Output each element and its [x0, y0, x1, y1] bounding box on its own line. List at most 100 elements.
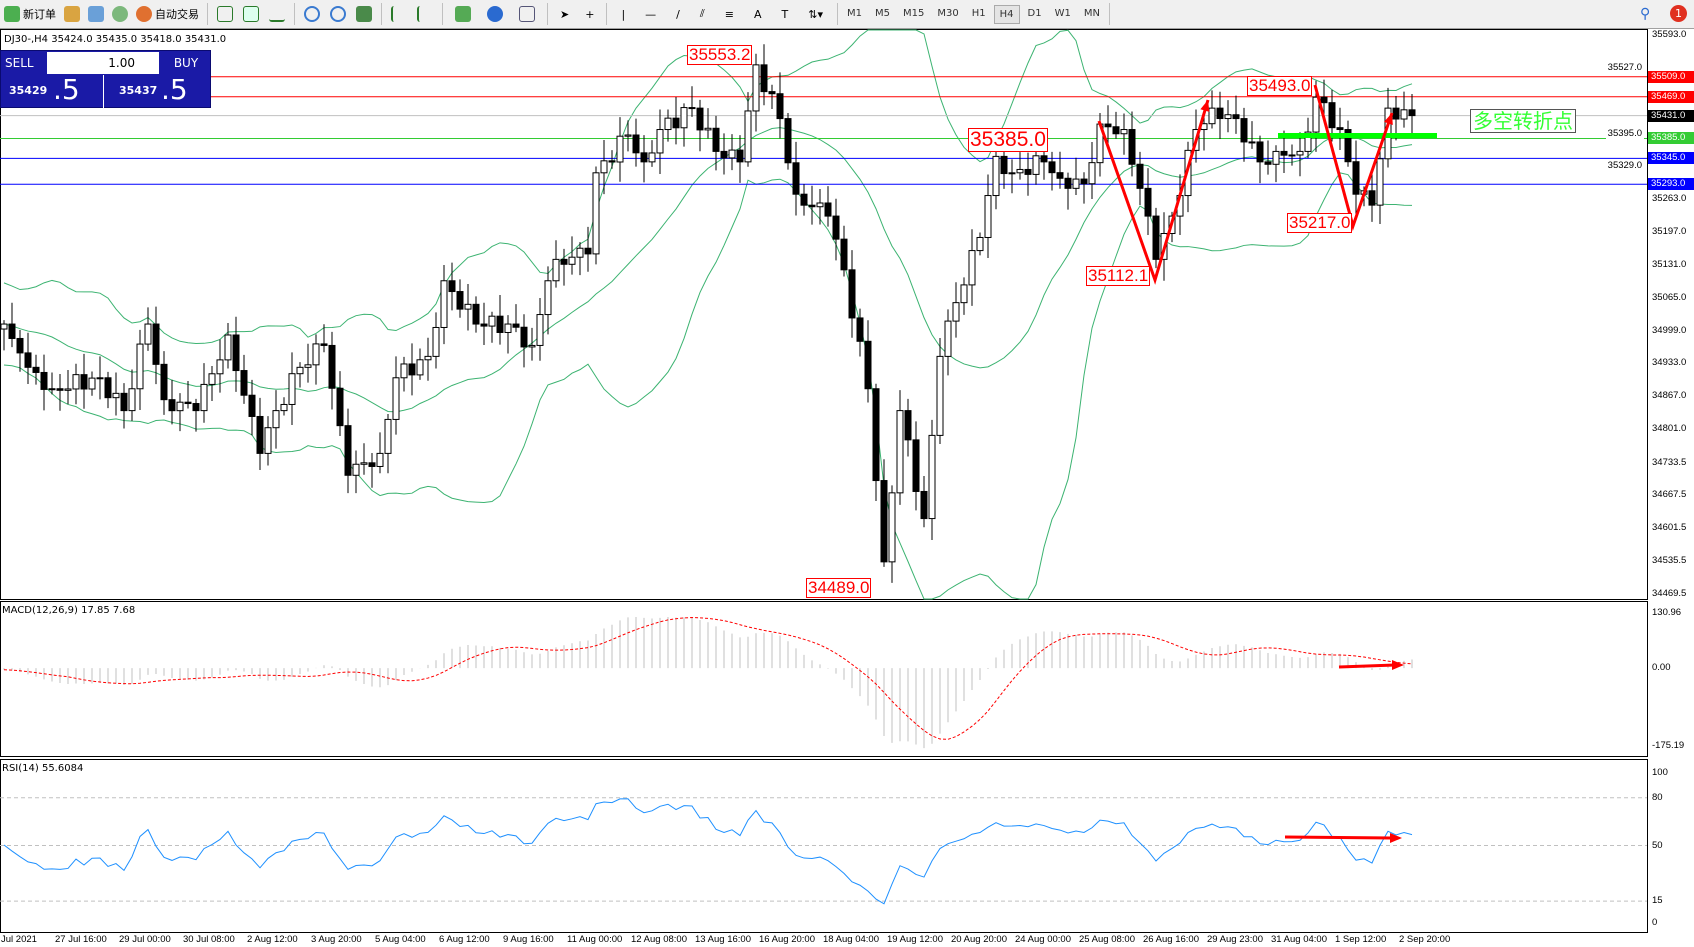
price-level-tag: 35431.0 — [1648, 109, 1694, 122]
price-chart[interactable] — [0, 29, 1694, 947]
price-axis-label: 35329.0 — [1605, 160, 1644, 173]
crosshair-icon[interactable]: + — [585, 7, 595, 21]
cursor-icon[interactable]: ➤ — [560, 7, 570, 21]
arrows-icon[interactable]: ⇅▾ — [808, 7, 824, 21]
candlestick-icon[interactable] — [243, 6, 259, 22]
annotation-pivot[interactable]: 35385.0 — [968, 128, 1048, 152]
candle-body — [312, 343, 320, 366]
trend-arrow — [1313, 84, 1394, 232]
chart-shift-icon[interactable] — [417, 6, 433, 22]
text-label-icon[interactable]: T — [781, 7, 789, 21]
timeframe-d1[interactable]: D1 — [1027, 7, 1042, 19]
zoom-out-icon[interactable] — [330, 6, 346, 22]
time-axis-label: 12 Aug 08:00 — [631, 934, 687, 945]
macd-axis-label: 0.00 — [1652, 662, 1671, 674]
candle-body — [200, 383, 208, 412]
candle-body — [384, 418, 392, 454]
candle-body — [344, 425, 352, 476]
signals-icon[interactable] — [112, 6, 128, 22]
time-axis-label: 1 Sep 12:00 — [1335, 934, 1387, 945]
market-watch-icon[interactable] — [88, 6, 104, 22]
candle-body — [656, 129, 664, 154]
zoom-in-icon[interactable] — [304, 6, 320, 22]
candle-body — [40, 371, 48, 390]
candle-body — [1064, 177, 1072, 189]
new-order-button[interactable]: 新订单 — [0, 2, 60, 26]
candle-body — [1136, 163, 1144, 189]
channel-icon[interactable]: ⫽ — [699, 7, 705, 20]
candle-body — [816, 202, 824, 208]
candle-body — [848, 269, 856, 319]
annotation-low-2[interactable]: 35112.1 — [1086, 266, 1151, 286]
candle-body — [480, 323, 488, 327]
candle-body — [472, 303, 480, 325]
candle-body — [1312, 96, 1320, 133]
search-icon[interactable]: ⚲ — [1640, 6, 1651, 22]
candle-body — [520, 326, 528, 348]
candle-body — [728, 149, 736, 159]
vertical-line-icon[interactable]: | — [621, 7, 626, 21]
text-icon[interactable]: A — [754, 7, 762, 21]
time-axis-label: 9 Aug 16:00 — [503, 934, 554, 945]
fibonacci-icon[interactable]: ≡ — [724, 7, 734, 21]
templates-icon[interactable] — [519, 6, 535, 22]
candle-body — [768, 91, 776, 95]
candle-body — [240, 370, 248, 396]
macd-signal-line — [3, 617, 1413, 740]
candle-body — [296, 366, 304, 375]
time-axis-label: 13 Aug 16:00 — [695, 934, 751, 945]
candle-body — [992, 155, 1000, 197]
periods-icon[interactable] — [487, 6, 503, 22]
horizontal-line-icon[interactable]: — — [645, 7, 657, 21]
auto-trading-button[interactable]: 自动交易 — [132, 2, 203, 26]
candle-body — [984, 195, 992, 238]
annotation-high-2[interactable]: 35493.0 — [1247, 76, 1313, 96]
tile-windows-icon[interactable] — [356, 6, 372, 22]
annotation-low-3[interactable]: 35217.0 — [1287, 213, 1353, 233]
experts-icon[interactable] — [64, 6, 80, 22]
price-axis-label: 35197.0 — [1652, 226, 1687, 237]
bollinger-lower — [3, 172, 1413, 600]
candle-body — [1296, 150, 1304, 156]
candle-body — [672, 117, 680, 129]
timeframe-m1[interactable]: M1 — [847, 7, 863, 19]
candle-body — [1232, 114, 1240, 120]
candle-body — [328, 344, 336, 389]
timeframe-m5[interactable]: M5 — [875, 7, 891, 19]
candle-body — [368, 462, 376, 467]
auto-scroll-icon[interactable] — [391, 6, 407, 22]
timeframe-m30[interactable]: M30 — [937, 7, 959, 19]
notification-badge[interactable]: 1 — [1670, 5, 1687, 22]
candle-body — [408, 363, 416, 376]
candle-body — [808, 204, 816, 208]
ask-price[interactable]: 35437 — [119, 84, 158, 97]
timeframe-m15[interactable]: M15 — [903, 7, 925, 19]
candle-body — [1144, 187, 1152, 217]
price-axis-label: 34999.0 — [1652, 324, 1687, 336]
price-level-tag: 35385.0 — [1648, 132, 1694, 145]
candle-body — [136, 343, 144, 390]
candle-body — [448, 280, 456, 293]
bar-chart-icon[interactable] — [217, 6, 233, 22]
pivot-text-label[interactable]: 多空转折点 — [1470, 109, 1576, 133]
trendline-icon[interactable]: / — [676, 7, 680, 21]
timeframe-w1[interactable]: W1 — [1054, 7, 1071, 19]
sell-button[interactable]: SELL — [5, 56, 34, 70]
price-level-tag: 35469.0 — [1648, 90, 1694, 103]
timeframe-h1[interactable]: H1 — [971, 7, 986, 19]
indicators-icon[interactable] — [455, 6, 471, 22]
candle-body — [704, 127, 712, 131]
candle-body — [584, 247, 592, 255]
line-chart-icon[interactable] — [269, 6, 285, 22]
buy-button[interactable]: BUY — [173, 56, 199, 70]
timeframe-mn[interactable]: MN — [1083, 7, 1100, 19]
bid-price[interactable]: 35429 — [9, 84, 48, 97]
annotation-high[interactable]: 35553.2 — [687, 45, 753, 65]
candle-body — [824, 202, 832, 217]
candle-body — [840, 238, 848, 271]
candle-body — [464, 303, 472, 310]
candle-body — [24, 352, 32, 368]
timeframe-h4[interactable]: H4 — [993, 4, 1020, 24]
annotation-low[interactable]: 34489.0 — [806, 578, 872, 598]
lot-size-input[interactable]: 1.00 — [47, 52, 159, 74]
